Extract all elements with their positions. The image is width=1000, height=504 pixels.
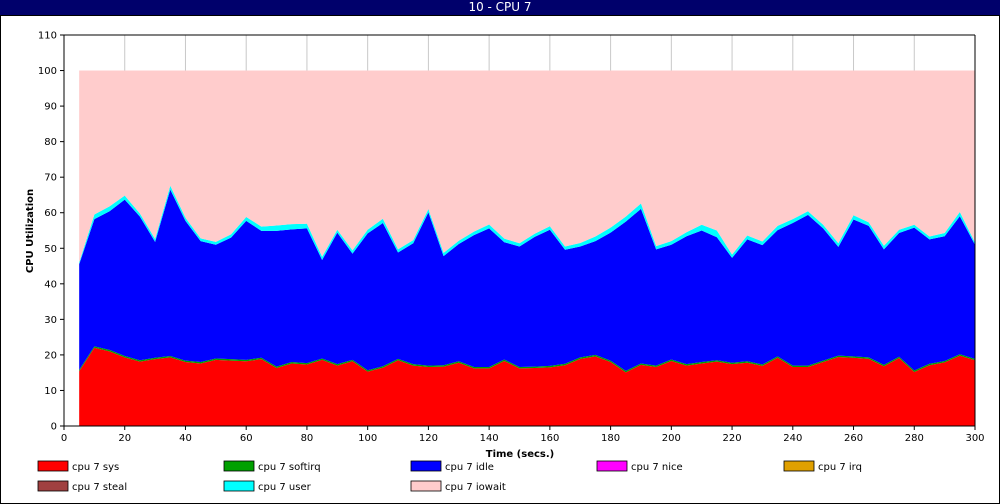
legend-label-0: cpu 7 sys (72, 462, 119, 473)
legend-swatch-3 (596, 460, 628, 472)
y-tick-label: 40 (44, 279, 57, 290)
legend-label-6: cpu 7 user (258, 482, 312, 493)
area-series-7 (79, 70, 976, 263)
x-tick-label: 0 (61, 433, 67, 444)
x-tick-label: 260 (844, 433, 863, 444)
y-axis-title: CPU Utilization (25, 189, 36, 273)
legend-swatch-5 (37, 480, 69, 492)
area-series-0 (79, 347, 976, 426)
legend-swatch-2 (410, 460, 442, 472)
legend-swatch-0 (37, 460, 69, 472)
legend-label-3: cpu 7 nice (631, 462, 683, 473)
window-title: 10 - CPU 7 (0, 0, 1000, 15)
x-tick-label: 160 (540, 433, 559, 444)
x-tick-label: 60 (240, 433, 253, 444)
x-axis-title: Time (secs.) (486, 449, 555, 460)
y-tick-label: 20 (44, 350, 57, 361)
legend-label-4: cpu 7 irq (818, 462, 862, 473)
y-tick-label: 10 (44, 386, 57, 397)
legend-swatch-1 (223, 460, 255, 472)
area-series-1 (79, 346, 976, 373)
x-tick-label: 100 (358, 433, 377, 444)
y-tick-label: 60 (44, 208, 57, 219)
x-tick-label: 40 (179, 433, 192, 444)
y-tick-label: 70 (44, 173, 57, 184)
x-tick-label: 220 (723, 433, 742, 444)
legend-swatch-7 (410, 480, 442, 492)
y-tick-label: 80 (44, 137, 57, 148)
legend-label-2: cpu 7 idle (445, 462, 494, 473)
legend-swatch-4 (783, 460, 815, 472)
x-tick-label: 20 (118, 433, 131, 444)
legend-label-5: cpu 7 steal (72, 482, 127, 493)
y-tick-label: 100 (38, 66, 57, 77)
x-tick-label: 120 (419, 433, 438, 444)
y-tick-label: 0 (51, 422, 57, 433)
x-tick-label: 80 (301, 433, 314, 444)
x-tick-label: 280 (905, 433, 924, 444)
x-tick-label: 180 (601, 433, 620, 444)
x-tick-label: 240 (783, 433, 802, 444)
y-tick-label: 50 (44, 244, 57, 255)
legend-label-7: cpu 7 iowait (445, 482, 506, 493)
legend-swatch-6 (223, 480, 255, 492)
x-tick-label: 140 (480, 433, 499, 444)
area-series-2 (79, 189, 976, 371)
legend-label-1: cpu 7 softirq (258, 462, 321, 473)
x-tick-label: 200 (662, 433, 681, 444)
area-series-6 (79, 185, 976, 265)
y-tick-label: 30 (44, 315, 57, 326)
y-tick-label: 110 (38, 31, 57, 42)
y-tick-label: 90 (44, 102, 57, 113)
x-tick-label: 300 (965, 433, 984, 444)
